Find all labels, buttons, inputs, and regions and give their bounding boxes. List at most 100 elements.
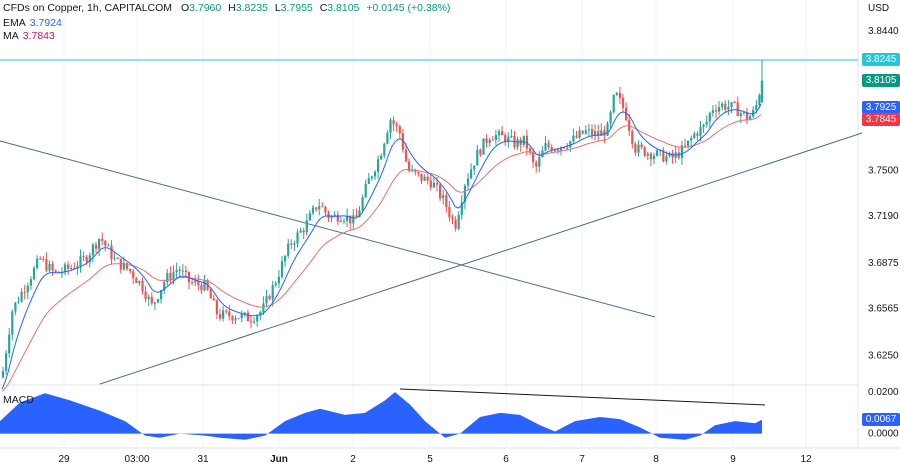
- candle-body: [714, 110, 718, 112]
- candle-body: [491, 139, 494, 141]
- candle-body: [559, 147, 563, 151]
- candle-body: [470, 169, 473, 179]
- x-tick-label: 29: [58, 454, 70, 465]
- candle-body: [590, 129, 594, 136]
- candle-body: [265, 295, 268, 304]
- candle-body: [156, 299, 160, 303]
- candle-body: [665, 156, 668, 162]
- candle-body: [302, 230, 305, 233]
- candle-body: [563, 147, 566, 149]
- candle-body: [163, 282, 166, 291]
- candle-body: [730, 102, 733, 107]
- candle-body: [336, 214, 339, 222]
- time-axis[interactable]: 29 03:00 31 Jun 2 5 6 7 8 9 12: [58, 454, 812, 465]
- candle-body: [727, 106, 730, 110]
- candle-body: [361, 197, 364, 211]
- candle-body: [54, 270, 57, 272]
- candle-body: [398, 126, 401, 134]
- macd-legend[interactable]: MACD: [3, 394, 34, 407]
- candle-body: [367, 178, 370, 184]
- candle-body: [222, 310, 225, 319]
- ascending-trendline[interactable]: [99, 132, 863, 385]
- candle-body: [194, 280, 197, 283]
- candle-body: [308, 213, 311, 221]
- candle-body: [429, 180, 432, 188]
- candle-body: [268, 295, 271, 300]
- ema-value: 3.7924: [29, 17, 62, 29]
- candle-body: [739, 113, 742, 116]
- candle-body: [184, 270, 187, 272]
- y-tick-label: 3.8440: [868, 26, 899, 37]
- candle-body: [110, 245, 113, 260]
- candle-body: [85, 257, 88, 263]
- price-axis[interactable]: 3.8440 3.7500 3.7190 3.6875 3.6565 3.6250: [868, 26, 899, 361]
- candle-body: [17, 301, 20, 303]
- candle-body: [243, 312, 246, 314]
- candle-body: [386, 132, 389, 144]
- candle-body: [671, 152, 674, 158]
- x-tick-label: 2: [350, 454, 356, 465]
- candle-body: [693, 133, 696, 138]
- candle-body: [29, 279, 32, 286]
- y-tick-label: 3.6875: [868, 258, 899, 269]
- candle-body: [138, 281, 141, 284]
- candle-body: [280, 261, 284, 277]
- ma-line: [1, 114, 762, 392]
- candle-body: [91, 244, 94, 256]
- candle-body: [631, 130, 634, 144]
- candle-body: [191, 282, 194, 284]
- descending-trendline[interactable]: [0, 140, 656, 318]
- candle-body: [755, 104, 758, 110]
- candle-body: [178, 269, 181, 272]
- candle-body: [321, 206, 324, 208]
- candle-body: [423, 176, 426, 181]
- change-value: +0.0145 (+0.38%): [366, 2, 451, 14]
- candle-body: [507, 136, 510, 143]
- candle-body: [640, 144, 643, 148]
- candle-body: [352, 215, 355, 224]
- symbol-legend[interactable]: CFDs on Copper, 1h, CAPITALCOM O3.7960 H…: [3, 2, 450, 15]
- candle-body: [246, 312, 249, 322]
- candle-body: [466, 178, 470, 186]
- candle-body: [587, 129, 590, 131]
- candle-body: [625, 107, 628, 120]
- candle-body: [339, 220, 342, 222]
- candle-body: [32, 267, 36, 280]
- macd-histogram-area: [0, 392, 762, 440]
- macd-divergence-line[interactable]: [399, 388, 766, 406]
- y-tick-label: 3.7500: [868, 165, 899, 176]
- candle-body: [42, 258, 45, 260]
- candle-body: [497, 131, 501, 136]
- ema-legend[interactable]: EMA 3.7924: [3, 17, 62, 30]
- candle-body: [293, 243, 296, 245]
- candle-body: [333, 214, 336, 217]
- candle-body: [708, 112, 711, 122]
- macd-tick-label: 0.0000: [868, 429, 899, 440]
- candle-body: [736, 102, 739, 116]
- trendlines[interactable]: [0, 132, 863, 385]
- candle-body: [284, 255, 287, 262]
- candle-body: [494, 135, 497, 141]
- candle-body: [364, 183, 367, 198]
- candle-body: [175, 269, 178, 273]
- candle-body: [454, 219, 457, 229]
- candle-body: [615, 92, 618, 95]
- price-tag: 3.7925: [862, 100, 900, 114]
- ma-legend[interactable]: MA 3.7843: [3, 30, 55, 43]
- candle-body: [581, 130, 584, 134]
- candle-body: [760, 80, 764, 103]
- candle-body: [373, 171, 377, 177]
- candle-body: [451, 217, 454, 220]
- candle-body: [48, 263, 51, 271]
- candle-body: [327, 212, 330, 219]
- candle-body: [107, 245, 110, 247]
- candle-body: [600, 130, 603, 136]
- candle-body: [135, 278, 138, 284]
- candle-body: [8, 334, 11, 354]
- candle-body: [101, 238, 104, 241]
- candle-body: [346, 215, 349, 221]
- candle-body: [203, 279, 206, 291]
- candle-body: [482, 138, 485, 155]
- candle-body: [299, 230, 302, 233]
